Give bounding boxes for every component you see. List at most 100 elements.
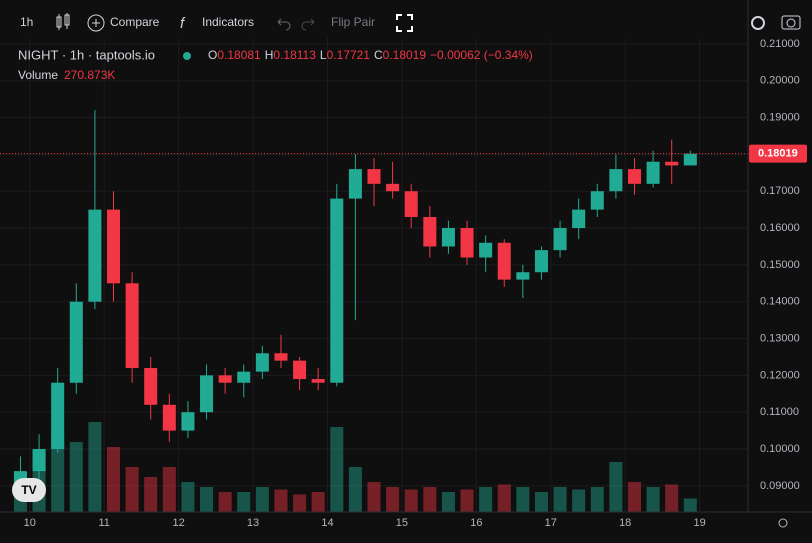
x-tick-label: 14 bbox=[321, 517, 333, 529]
ohlc-change: −0.00062 (−0.34%) bbox=[430, 48, 533, 62]
candle-body bbox=[590, 191, 604, 210]
volume-bar bbox=[88, 422, 102, 512]
candle-body bbox=[627, 169, 642, 184]
candle-body bbox=[237, 371, 251, 383]
ohlc-key: H bbox=[265, 48, 274, 62]
volume-bar bbox=[665, 484, 679, 512]
y-tick-label: 0.20000 bbox=[760, 75, 800, 87]
indicators-icon[interactable]: f bbox=[180, 15, 186, 32]
candle-body bbox=[144, 367, 158, 405]
theme-icon[interactable] bbox=[778, 518, 788, 528]
candle-body bbox=[534, 250, 548, 273]
volume-bar bbox=[534, 492, 548, 512]
volume-bar bbox=[311, 492, 325, 512]
y-tick-label: 0.16000 bbox=[760, 222, 800, 234]
volume-bar bbox=[479, 487, 493, 512]
y-tick-label: 0.17000 bbox=[760, 185, 800, 197]
y-tick-label: 0.11000 bbox=[760, 406, 799, 418]
logo[interactable]: TV bbox=[21, 483, 36, 497]
volume-bar bbox=[590, 487, 604, 512]
volume-bar bbox=[386, 487, 400, 512]
x-tick-label: 12 bbox=[173, 517, 185, 529]
ohlc-value: 0.18019 bbox=[383, 48, 427, 62]
candle-body bbox=[274, 353, 288, 361]
candle-body bbox=[441, 228, 455, 247]
volume-bar bbox=[106, 447, 121, 512]
volume-bar bbox=[330, 427, 344, 512]
candle-body bbox=[367, 169, 381, 184]
candle-body bbox=[404, 191, 418, 217]
fullscreen-icon[interactable] bbox=[396, 14, 413, 32]
candle-body bbox=[88, 209, 102, 302]
undo-icon[interactable] bbox=[277, 18, 291, 31]
candle-body bbox=[572, 209, 586, 229]
y-tick-label: 0.12000 bbox=[760, 369, 800, 381]
volume-bar bbox=[125, 467, 139, 512]
ohlc-value: 0.18081 bbox=[217, 48, 261, 62]
ohlc-key: L bbox=[320, 48, 327, 62]
candle-body bbox=[423, 216, 437, 247]
compare-icon[interactable] bbox=[87, 14, 105, 32]
y-tick-label: 0.13000 bbox=[760, 332, 800, 344]
y-tick-label: 0.14000 bbox=[760, 296, 800, 308]
x-tick-label: 13 bbox=[247, 517, 259, 529]
candle-body bbox=[311, 379, 325, 383]
candle-body bbox=[460, 228, 474, 258]
candle-body bbox=[330, 198, 344, 383]
candle-body bbox=[646, 161, 660, 184]
volume-bar bbox=[255, 487, 269, 512]
flip-pair-button[interactable]: Flip Pair bbox=[331, 15, 375, 29]
volume-bar bbox=[572, 489, 586, 512]
volume-label: Volume bbox=[18, 68, 58, 82]
candle-body bbox=[32, 449, 46, 472]
logo-badge[interactable] bbox=[12, 478, 46, 502]
redo-icon[interactable] bbox=[301, 18, 315, 31]
indicators-button[interactable]: Indicators bbox=[202, 15, 254, 29]
volume-bar bbox=[460, 489, 474, 512]
volume-bar bbox=[200, 487, 214, 512]
candle-body bbox=[51, 382, 65, 450]
volume-bar bbox=[69, 442, 83, 512]
candle-body bbox=[386, 183, 400, 192]
volume-bar bbox=[441, 492, 455, 512]
ohlc-value: 0.18113 bbox=[273, 48, 316, 62]
y-tick-label: 0.10000 bbox=[760, 443, 800, 455]
candle-body bbox=[255, 353, 269, 372]
volume-bar bbox=[367, 482, 381, 512]
volume-bar bbox=[609, 462, 623, 512]
volume-bar bbox=[162, 467, 176, 512]
screenshot-icon[interactable] bbox=[781, 15, 801, 30]
y-tick-label: 0.21000 bbox=[760, 38, 800, 50]
x-tick-label: 16 bbox=[470, 517, 482, 529]
volume-bar bbox=[627, 482, 642, 512]
candle-body bbox=[125, 283, 139, 368]
candle-body bbox=[665, 161, 679, 166]
x-tick-label: 19 bbox=[693, 517, 705, 529]
y-tick-label: 0.19000 bbox=[760, 111, 800, 123]
symbol-title: NIGHT · 1h · taptools.io bbox=[18, 47, 155, 62]
candle-body bbox=[497, 242, 511, 280]
candle-body bbox=[162, 404, 176, 431]
x-tick-label: 11 bbox=[98, 517, 109, 529]
volume-bar bbox=[516, 487, 530, 512]
compare-button[interactable]: Compare bbox=[110, 15, 160, 29]
candle-body bbox=[218, 375, 232, 383]
candle-body bbox=[479, 242, 493, 258]
volume-bar bbox=[423, 487, 437, 512]
candle-body bbox=[69, 301, 83, 383]
volume-bar bbox=[144, 477, 158, 512]
volume-bar bbox=[683, 498, 697, 512]
status-dot bbox=[183, 52, 191, 60]
candle-body bbox=[553, 228, 567, 251]
interval-button[interactable]: 1h bbox=[20, 15, 33, 29]
volume-bar bbox=[348, 467, 362, 512]
candle-body bbox=[609, 169, 623, 192]
settings-icon[interactable] bbox=[751, 16, 765, 30]
plot bbox=[0, 38, 748, 512]
volume-bar bbox=[646, 487, 660, 512]
candle-body bbox=[348, 169, 362, 199]
volume-bar bbox=[181, 482, 195, 512]
candle-type-icon[interactable] bbox=[56, 13, 70, 30]
volume-bar bbox=[218, 492, 232, 512]
